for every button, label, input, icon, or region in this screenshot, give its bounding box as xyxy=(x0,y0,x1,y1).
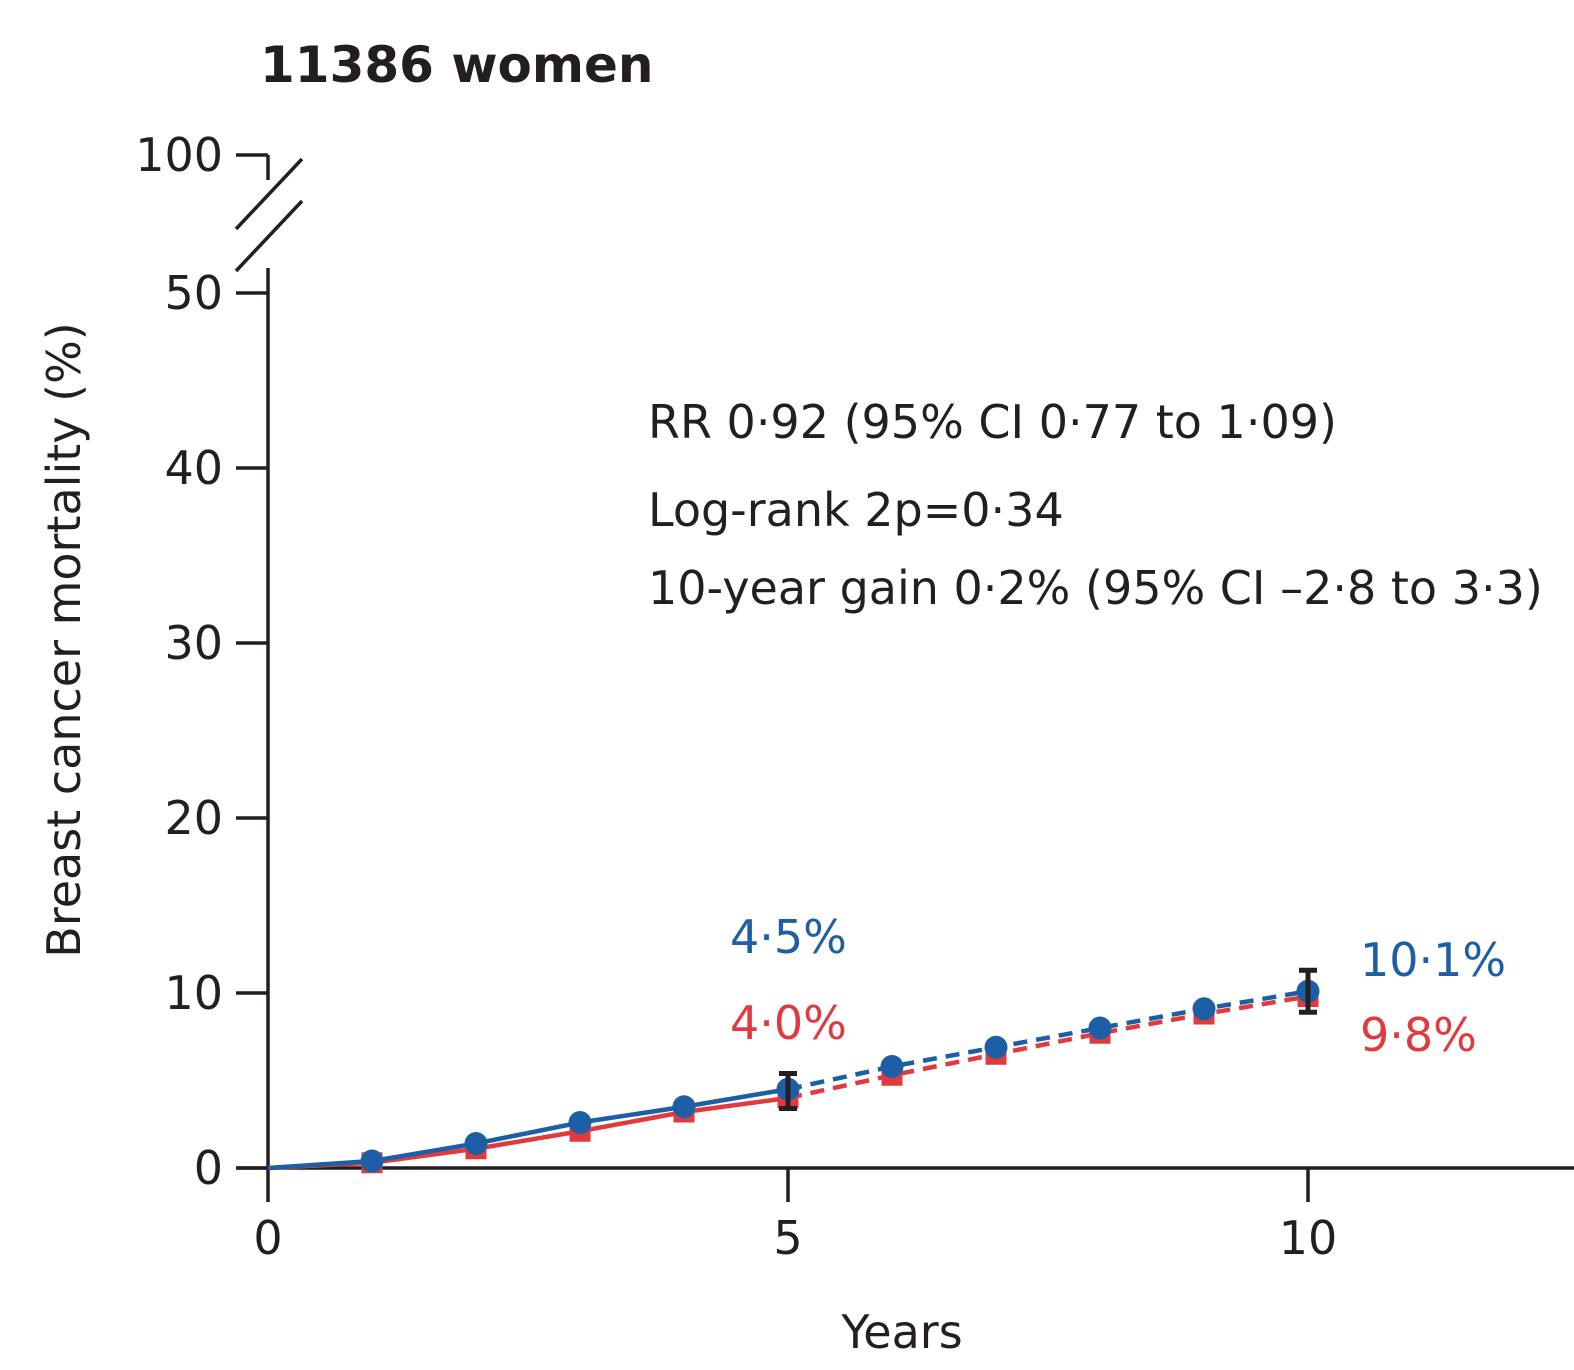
y-tick-label: 20 xyxy=(164,791,223,845)
data-point-blue xyxy=(464,1132,488,1155)
x-tick-label: 0 xyxy=(253,1211,282,1265)
axes: 100 xyxy=(135,128,1574,1170)
y-axis-title: Breast cancer mortality (%) xyxy=(37,322,91,957)
data-point-blue xyxy=(568,1111,592,1134)
data-point-blue xyxy=(360,1149,384,1173)
y-tick-label: 0 xyxy=(194,1141,223,1195)
axis-break-mark xyxy=(234,199,304,273)
series-line-dashed-red xyxy=(787,994,1309,1101)
data-point-blue xyxy=(1192,997,1216,1021)
value-label: 4·5% xyxy=(730,910,847,964)
series-line-solid-blue xyxy=(267,1087,789,1171)
error-bar xyxy=(779,1071,797,1111)
x-tick-label: 10 xyxy=(1279,1211,1338,1265)
annotation-logrank: Log-rank 2p=0·34 xyxy=(648,483,1064,537)
data-point-blue xyxy=(880,1055,904,1078)
data-point-blue xyxy=(672,1095,696,1119)
data-point-blue xyxy=(1088,1016,1112,1040)
y-tick-label: 10 xyxy=(164,966,223,1020)
stats-annotations: RR 0·92 (95% CI 0·77 to 1·09) Log-rank 2… xyxy=(648,395,1543,615)
y-ticks: 0 10 20 30 40 50 xyxy=(164,266,268,1195)
data-point-blue xyxy=(984,1035,1008,1059)
annotation-rr: RR 0·92 (95% CI 0·77 to 1·09) xyxy=(648,395,1337,449)
x-ticks: 0 5 10 xyxy=(253,1168,1337,1265)
plot-area: 4·5% 4·0% 10·1% 9·8% xyxy=(267,910,1506,1174)
value-label: 10·1% xyxy=(1360,933,1506,987)
y-tick-label: 30 xyxy=(164,616,223,670)
axis-break-mark xyxy=(234,157,304,231)
series-line-dashed-blue xyxy=(787,989,1309,1092)
y-tick-label: 40 xyxy=(164,441,223,495)
y-tick-label-100: 100 xyxy=(135,128,223,182)
error-bar xyxy=(1299,967,1317,1015)
value-label: 4·0% xyxy=(730,996,847,1050)
x-axis-title: Years xyxy=(840,1305,962,1359)
annotation-gain: 10-year gain 0·2% (95% CI –2·8 to 3·3) xyxy=(648,561,1543,615)
x-tick-label: 5 xyxy=(773,1211,802,1265)
chart-title: 11386 women xyxy=(260,36,654,94)
y-tick-label: 50 xyxy=(164,266,223,320)
value-label: 9·8% xyxy=(1360,1008,1477,1062)
